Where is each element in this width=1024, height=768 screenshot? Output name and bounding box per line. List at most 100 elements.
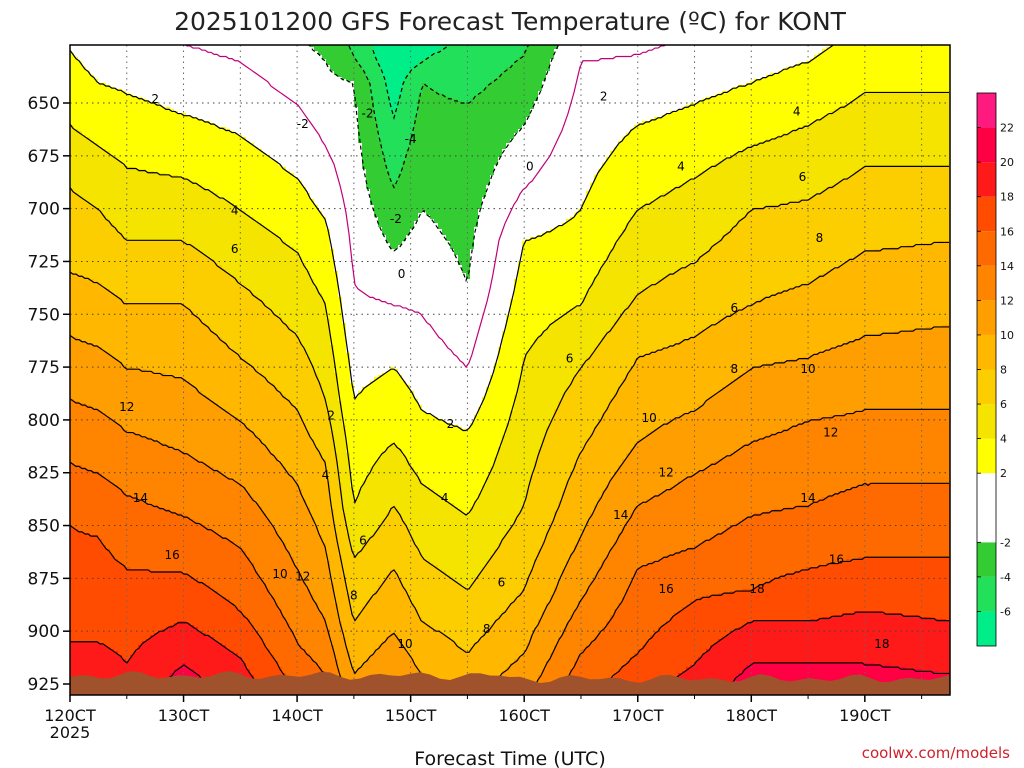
temperature-cell (678, 551, 683, 612)
temperature-cell (462, 429, 467, 514)
temperature-cell (354, 499, 359, 556)
temperature-cell (554, 409, 559, 512)
temperature-cell (382, 157, 387, 236)
credit-link[interactable]: coolwx.com/models (862, 744, 1010, 762)
temperature-cell (514, 599, 519, 660)
temperature-cell (870, 483, 875, 558)
temperature-cell (658, 493, 663, 560)
temperature-cell (570, 471, 575, 554)
temperature-cell (386, 575, 391, 638)
terrain-ground (70, 671, 950, 695)
temperature-cell (674, 187, 679, 272)
temperature-cell (806, 567, 811, 622)
temperature-cell (242, 285, 247, 360)
temperature-cell (822, 351, 827, 418)
temperature-cell (942, 409, 947, 484)
temperature-cell (74, 529, 79, 642)
x-tick-label: 180CT (726, 706, 778, 725)
temperature-cell (650, 497, 655, 562)
temperature-cell (270, 159, 275, 234)
temperature-cell (434, 223, 439, 418)
temperature-cell (98, 211, 103, 284)
temperature-cell (682, 551, 687, 608)
temperature-cell (918, 483, 923, 558)
temperature-cell (870, 611, 875, 664)
temperature-cell (422, 83, 427, 212)
temperature-cell (554, 587, 559, 646)
temperature-cell (714, 163, 719, 244)
temperature-cell (314, 525, 319, 604)
temperature-cell (542, 611, 547, 670)
temperature-cell (734, 451, 739, 524)
temperature-cell (942, 45, 947, 94)
temperature-cell (170, 109, 175, 176)
colorbar-swatch (977, 300, 996, 335)
temperature-cell (290, 631, 295, 688)
temperature-cell (302, 423, 307, 500)
temperature-cell (362, 387, 367, 482)
temperature-cell (502, 149, 507, 332)
temperature-cell (322, 59, 327, 218)
temperature-cell (554, 645, 559, 695)
temperature-cell (166, 107, 171, 176)
temperature-cell (390, 183, 395, 250)
colorbar-swatch (977, 334, 996, 370)
temperature-cell (794, 201, 799, 288)
temperature-cell (506, 143, 511, 316)
temperature-cell (786, 573, 791, 622)
temperature-cell (442, 571, 447, 636)
temperature-cell (466, 429, 471, 516)
temperature-cell (614, 147, 619, 244)
temperature-cell (490, 467, 495, 556)
temperature-cell (242, 45, 247, 138)
temperature-cell (234, 607, 239, 654)
temperature-cell (494, 621, 499, 680)
temperature-cell (518, 379, 523, 512)
temperature-cell (942, 483, 947, 558)
temperature-cell (326, 319, 331, 412)
temperature-cell (818, 275, 823, 354)
temperature-cell (226, 201, 231, 274)
temperature-cell (870, 335, 875, 410)
temperature-cell (162, 629, 167, 682)
temperature-cell (186, 623, 191, 668)
temperature-cell (878, 249, 883, 334)
temperature-cell (202, 121, 207, 188)
temperature-cell (574, 609, 579, 662)
temperature-cell (874, 665, 879, 695)
temperature-cell (910, 167, 915, 246)
temperature-cell (402, 381, 407, 456)
y-tick-label: 725 (28, 252, 60, 272)
temperature-cell (466, 589, 471, 652)
temperature-cell (706, 45, 711, 98)
temperature-cell (946, 167, 950, 242)
temperature-cell (402, 521, 407, 588)
temperature-cell (618, 141, 623, 236)
temperature-cell (718, 639, 723, 692)
temperature-cell (90, 75, 95, 142)
temperature-cell (542, 331, 547, 438)
temperature-cell (726, 593, 731, 636)
colorbar-label: -4 (1000, 571, 1011, 584)
temperature-cell (386, 637, 391, 690)
temperature-cell (614, 471, 619, 542)
temperature-cell (94, 45, 99, 80)
temperature-cell (842, 491, 847, 562)
temperature-cell (686, 549, 691, 606)
temperature-cell (198, 631, 203, 678)
temperature-cell (590, 641, 595, 695)
temperature-cell (690, 411, 695, 476)
temperature-cell (622, 379, 627, 460)
colorbar-swatch (977, 265, 996, 301)
temperature-cell (698, 173, 703, 258)
temperature-cell (858, 485, 863, 558)
temperature-cell (794, 571, 799, 622)
temperature-cell (314, 373, 319, 448)
temperature-cell (538, 45, 543, 92)
temperature-cell (270, 383, 275, 454)
temperature-cell (818, 193, 823, 276)
temperature-cell (790, 621, 795, 664)
temperature-cell (646, 353, 651, 434)
temperature-cell (410, 391, 415, 468)
temperature-cell (642, 289, 647, 356)
